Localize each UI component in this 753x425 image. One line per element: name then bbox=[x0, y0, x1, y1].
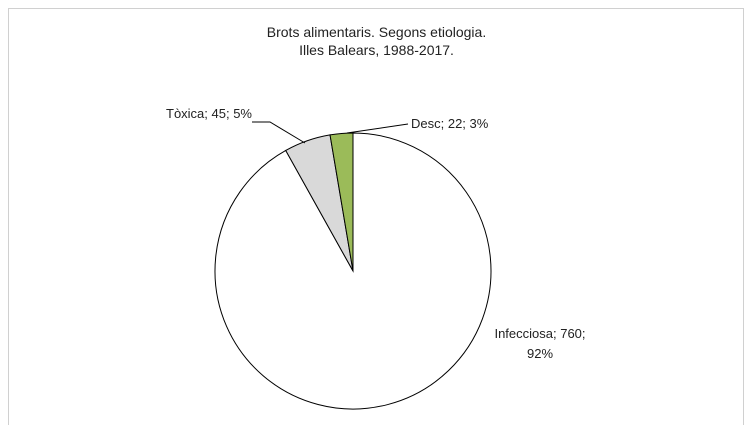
chart-frame bbox=[8, 8, 744, 425]
leader-line bbox=[252, 121, 306, 144]
data-label: Tòxica; 45; 5% bbox=[166, 106, 252, 121]
pie-slice bbox=[329, 132, 354, 272]
data-label: Infecciosa; 760; 92% bbox=[494, 326, 586, 361]
chart-title: Brots alimentaris. Segons etiologia. bbox=[266, 24, 487, 40]
chart-subtitle: Illes Balears, 1988-2017. bbox=[299, 42, 454, 58]
leader-line bbox=[346, 123, 409, 134]
data-label: Desc; 22; 3% bbox=[411, 116, 489, 131]
